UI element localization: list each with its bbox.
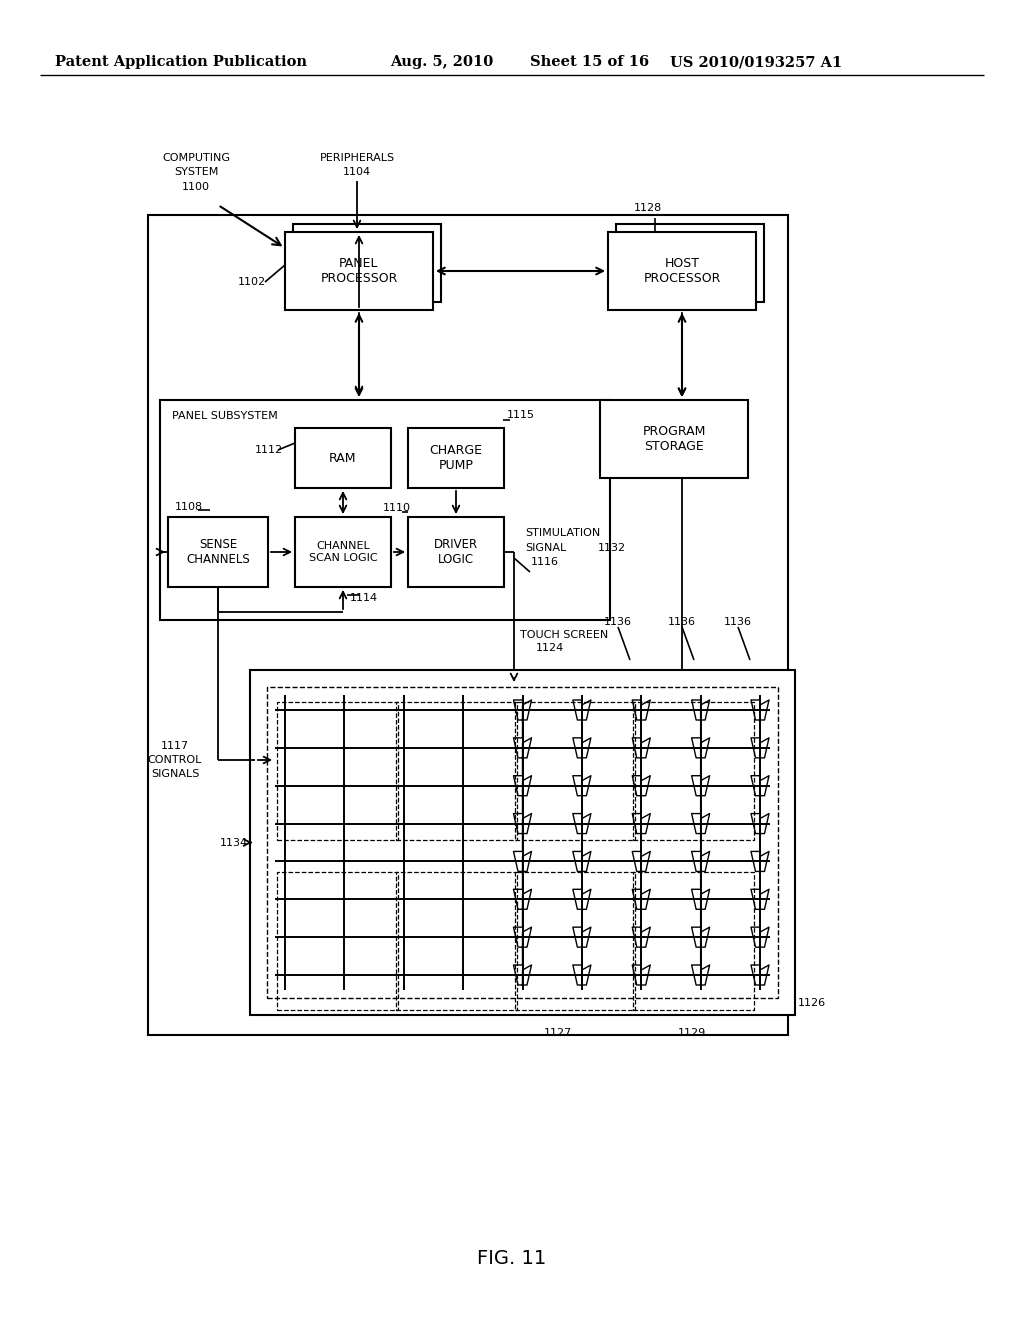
Bar (285, 232, 433, 310)
Text: Sheet 15 of 16: Sheet 15 of 16 (530, 55, 649, 69)
Text: SIGNAL: SIGNAL (525, 543, 566, 553)
Bar (608, 232, 756, 310)
Text: Patent Application Publication: Patent Application Publication (55, 55, 307, 69)
Bar (168, 517, 268, 587)
Text: 1128: 1128 (634, 203, 663, 213)
Bar (408, 428, 504, 488)
Bar (395, 873, 516, 1010)
Text: 1116: 1116 (531, 557, 559, 568)
Bar (514, 873, 635, 1010)
Bar (633, 702, 754, 840)
Bar (250, 671, 795, 1015)
Bar (160, 400, 610, 620)
Text: 1136: 1136 (668, 616, 696, 627)
Text: 1102: 1102 (238, 277, 266, 286)
Text: 1108: 1108 (175, 502, 203, 512)
Bar (295, 428, 391, 488)
Text: STIMULATION: STIMULATION (525, 528, 600, 539)
Text: PERIPHERALS: PERIPHERALS (319, 153, 394, 162)
Bar (278, 702, 397, 840)
Text: CONTROL: CONTROL (147, 755, 202, 766)
Bar (408, 517, 504, 587)
Bar (295, 517, 391, 587)
Text: 1132: 1132 (598, 543, 626, 553)
Text: DRIVER
LOGIC: DRIVER LOGIC (434, 539, 478, 566)
Bar (514, 702, 635, 840)
Text: 1112: 1112 (255, 445, 283, 455)
Text: FIG. 11: FIG. 11 (477, 1249, 547, 1267)
Text: 1104: 1104 (343, 168, 371, 177)
Text: 1115: 1115 (507, 411, 535, 420)
Text: PANEL
PROCESSOR: PANEL PROCESSOR (321, 257, 397, 285)
Text: CHARGE
PUMP: CHARGE PUMP (429, 444, 482, 473)
Bar (293, 224, 441, 302)
Text: 1110: 1110 (383, 503, 411, 513)
Text: HOST
PROCESSOR: HOST PROCESSOR (643, 257, 721, 285)
Text: 1136: 1136 (724, 616, 752, 627)
Text: 1129: 1129 (678, 1028, 707, 1038)
Text: Aug. 5, 2010: Aug. 5, 2010 (390, 55, 494, 69)
Text: 1136: 1136 (604, 616, 632, 627)
Text: 1134: 1134 (220, 837, 248, 847)
Text: 1117: 1117 (161, 741, 189, 751)
Bar (395, 702, 516, 840)
Text: RAM: RAM (330, 451, 356, 465)
Text: US 2010/0193257 A1: US 2010/0193257 A1 (670, 55, 843, 69)
Text: SENSE
CHANNELS: SENSE CHANNELS (186, 539, 250, 566)
Text: PANEL SUBSYSTEM: PANEL SUBSYSTEM (172, 411, 278, 421)
Text: SYSTEM: SYSTEM (174, 168, 218, 177)
Text: TOUCH SCREEN: TOUCH SCREEN (520, 630, 608, 640)
Text: 1126: 1126 (798, 998, 826, 1008)
Text: 1124: 1124 (536, 643, 564, 653)
Text: COMPUTING: COMPUTING (162, 153, 230, 162)
Bar (278, 873, 397, 1010)
Bar (600, 400, 748, 478)
Bar (148, 215, 788, 1035)
Text: 1114: 1114 (350, 593, 378, 603)
Bar (633, 873, 754, 1010)
Text: 1127: 1127 (544, 1028, 572, 1038)
Text: CHANNEL
SCAN LOGIC: CHANNEL SCAN LOGIC (308, 541, 377, 562)
Text: PROGRAM
STORAGE: PROGRAM STORAGE (642, 425, 706, 453)
Bar (616, 224, 764, 302)
Text: 1100: 1100 (182, 182, 210, 191)
Bar (267, 686, 778, 998)
Text: SIGNALS: SIGNALS (151, 770, 200, 779)
